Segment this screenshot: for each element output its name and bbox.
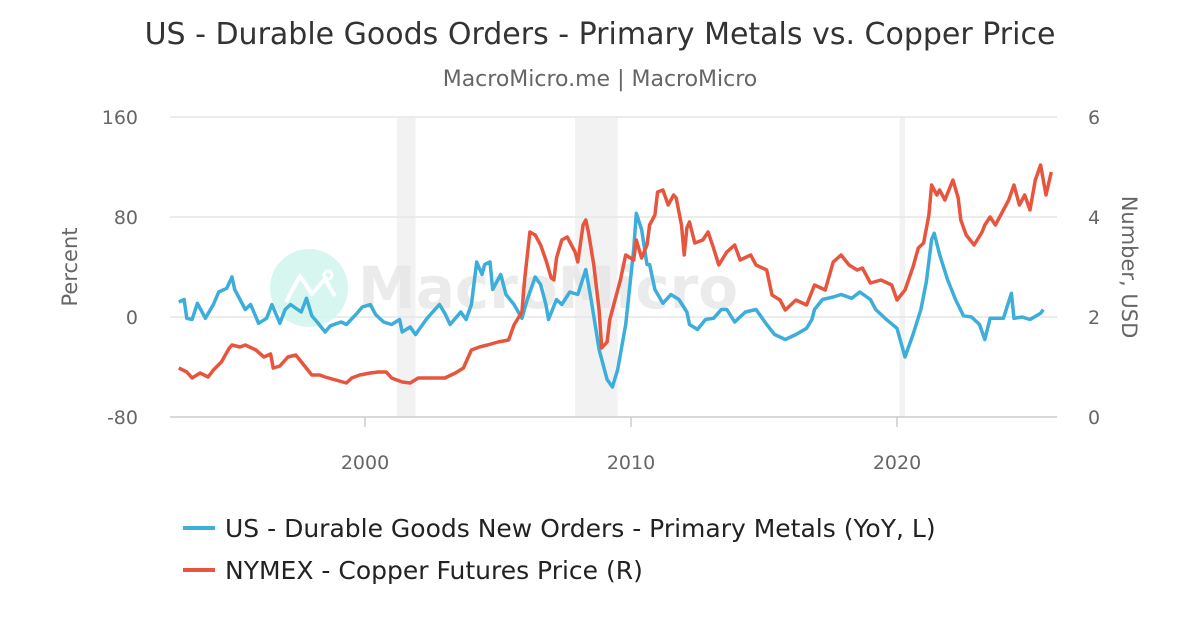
y-left-tick-label: 0: [126, 307, 138, 329]
series-line-1: [178, 211, 1045, 389]
legend: US - Durable Goods New Orders - Primary …: [183, 514, 936, 585]
series-lines: [178, 163, 1054, 389]
y-axis-right-label: Number, USD: [1117, 196, 1141, 339]
y-left-tick-label: -80: [107, 407, 138, 429]
y-right-tick-label: 4: [1088, 207, 1100, 229]
x-tick-label: 2010: [607, 452, 655, 474]
y-left-tick-label: 80: [114, 207, 138, 229]
x-tick-label: 2000: [341, 452, 389, 474]
legend-item-series-2[interactable]: NYMEX - Copper Futures Price (R): [183, 556, 643, 585]
grid-lines: [170, 116, 1057, 418]
recession-band: [899, 117, 905, 417]
axes: 160 80 0 -80 6 4 2 0 2000 2010 2020: [102, 107, 1100, 474]
recession-band: [575, 117, 618, 417]
legend-label: US - Durable Goods New Orders - Primary …: [225, 514, 936, 543]
series-line-2: [178, 163, 1054, 385]
chart-subtitle: MacroMicro.me | MacroMicro: [443, 67, 758, 92]
x-tick-label: 2020: [873, 452, 921, 474]
y-right-tick-label: 0: [1088, 407, 1100, 429]
watermark-logo-chart-icon: [284, 274, 337, 303]
chart-title: US - Durable Goods Orders - Primary Meta…: [145, 17, 1056, 52]
y-right-tick-label: 6: [1088, 107, 1100, 129]
legend-label: NYMEX - Copper Futures Price (R): [225, 556, 643, 585]
recession-band: [396, 117, 416, 417]
y-axis-left-label: Percent: [58, 227, 82, 306]
watermark-logo-dot-icon: [322, 269, 334, 281]
y-left-tick-label: 160: [102, 107, 138, 129]
y-right-tick-label: 2: [1088, 307, 1100, 329]
legend-item-series-1[interactable]: US - Durable Goods New Orders - Primary …: [183, 514, 936, 543]
recession-bands: [396, 117, 905, 417]
